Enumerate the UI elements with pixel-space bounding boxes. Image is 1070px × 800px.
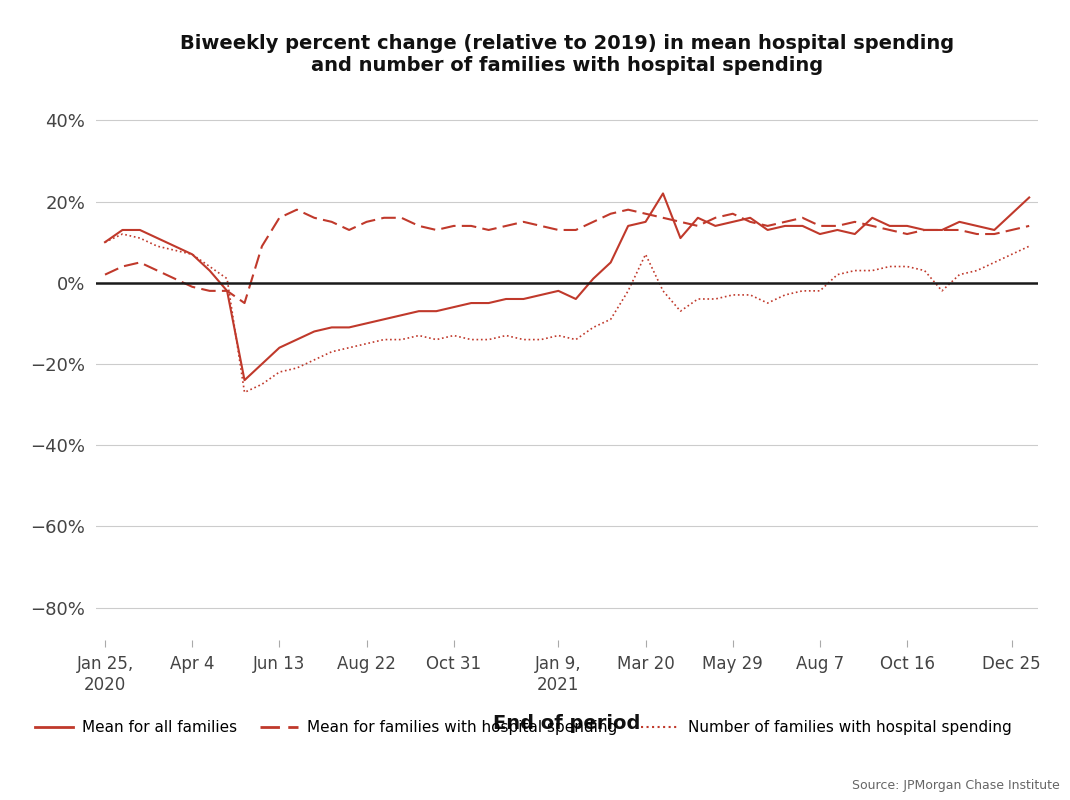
X-axis label: End of period: End of period	[493, 714, 641, 733]
Title: Biweekly percent change (relative to 2019) in mean hospital spending
and number : Biweekly percent change (relative to 201…	[180, 34, 954, 75]
Text: Source: JPMorgan Chase Institute: Source: JPMorgan Chase Institute	[852, 779, 1059, 792]
Legend: Mean for all families, Mean for families with hospital spending, Number of famil: Mean for all families, Mean for families…	[29, 714, 1018, 741]
